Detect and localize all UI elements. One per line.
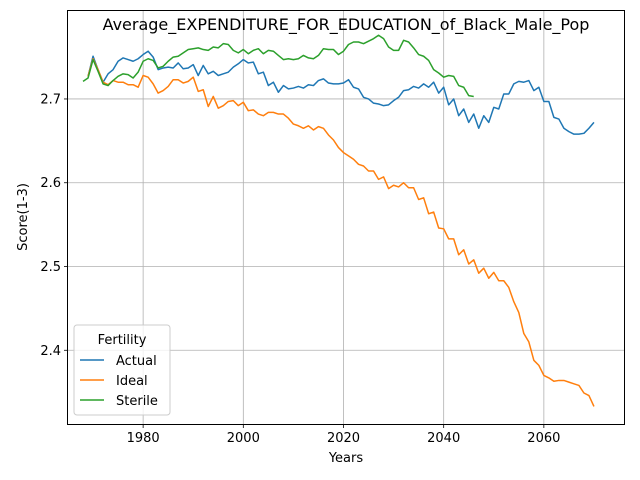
plot-frame [67, 10, 625, 425]
legend-label-sterile: Sterile [116, 394, 158, 409]
y-tick-label: 2.6 [40, 176, 61, 191]
y-tick-label: 2.4 [40, 344, 61, 359]
x-tick-label: 2040 [427, 431, 460, 446]
legend-entries: Actual Ideal Sterile [80, 354, 158, 409]
series-line-sterile [82, 34, 474, 98]
series-line-ideal [87, 58, 595, 407]
x-tick-label: 2060 [527, 431, 560, 446]
y-axis-title: Score(1-3) [16, 183, 31, 251]
legend: Fertility Actual Ideal Sterile [73, 324, 171, 416]
legend-title: Fertility [98, 333, 147, 348]
x-axis-ticks: 1980 2000 2020 2040 2060 [127, 424, 560, 446]
legend-label-ideal: Ideal [116, 374, 148, 389]
x-tick-label: 2020 [327, 431, 360, 446]
y-tick-label: 2.5 [40, 260, 61, 275]
x-tick-label: 2000 [227, 431, 260, 446]
legend-frame [73, 324, 171, 416]
y-axis-ticks: 2.4 2.5 2.6 2.7 [40, 92, 68, 359]
series-lines [82, 34, 595, 407]
y-tick-label: 2.7 [40, 92, 61, 107]
legend-label-actual: Actual [116, 354, 157, 369]
x-tick-label: 1980 [127, 431, 160, 446]
x-axis-title: Years [328, 451, 364, 466]
chart-title: Average_EXPENDITURE_FOR_EDUCATION_of_Bla… [103, 15, 590, 35]
series-line-actual [87, 50, 595, 135]
